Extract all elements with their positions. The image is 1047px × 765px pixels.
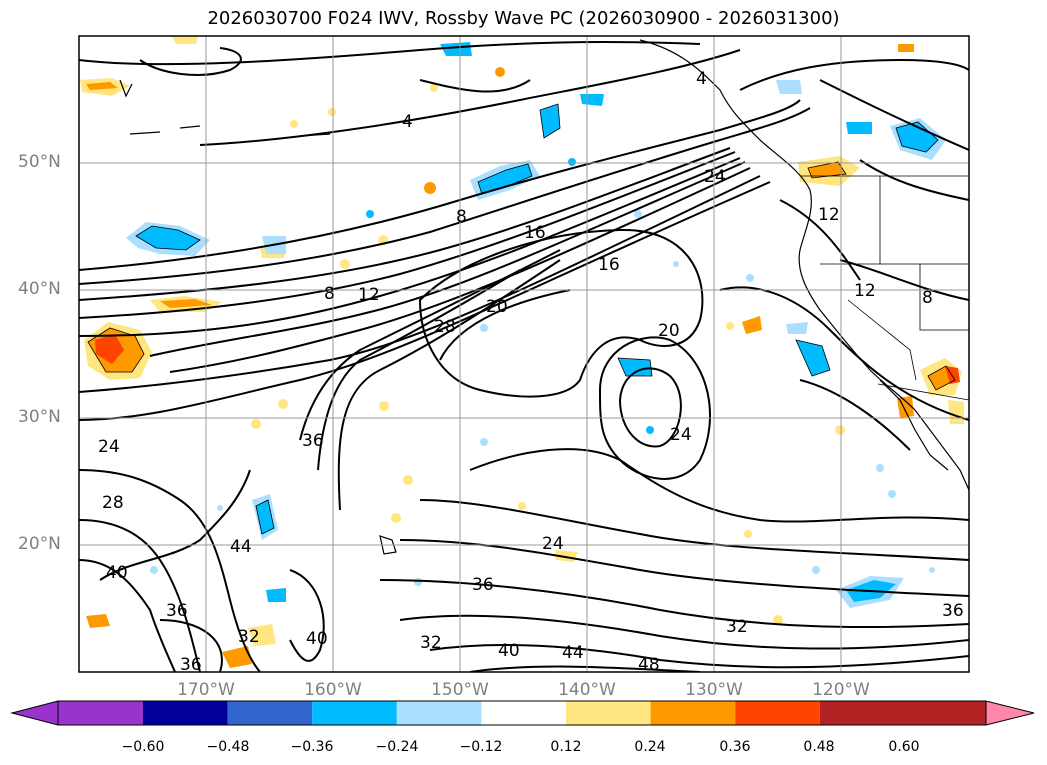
contour-label: 40 — [106, 563, 128, 583]
colorbar-segment — [312, 701, 397, 725]
colorbar — [10, 700, 1035, 726]
contour-label: 16 — [598, 255, 620, 275]
colorbar-tick-label: 0.60 — [888, 739, 920, 755]
colorbar-tick-label: −0.48 — [206, 739, 250, 755]
colorbar-segment — [227, 701, 313, 725]
lon-label: 150°W — [431, 680, 489, 700]
lat-label: 30°N — [18, 407, 61, 427]
colorbar-tick-label: −0.12 — [459, 739, 503, 755]
contour-label: 8 — [922, 288, 933, 308]
colorbar-segment — [396, 701, 482, 725]
map-plot: 4 4 8 8 8 12 12 12 16 16 20 20 24 24 24 … — [78, 35, 970, 675]
lon-label: 130°W — [685, 680, 743, 700]
lon-label: 120°W — [812, 680, 870, 700]
colorbar-tick-label: −0.60 — [121, 739, 165, 755]
map-title: 2026030700 F024 IWV, Rossby Wave PC (202… — [207, 8, 840, 29]
contour-label: 28 — [434, 317, 456, 337]
colorbar-extend-min — [12, 701, 58, 725]
lat-label: 40°N — [18, 279, 61, 299]
contour-label: 36 — [302, 431, 324, 451]
contour-label: 32 — [726, 617, 748, 637]
contour-label: 48 — [638, 655, 660, 675]
graticule — [79, 36, 969, 672]
colorbar-tick-label: 0.48 — [803, 739, 835, 755]
colorbar-segment — [735, 701, 820, 725]
lon-label: 170°W — [177, 680, 235, 700]
colorbar-segment — [566, 701, 651, 725]
contour-label: 8 — [324, 284, 335, 304]
contour-label: 24 — [98, 437, 120, 457]
contour-label: 28 — [102, 493, 124, 513]
contour-label: 40 — [498, 641, 520, 661]
contour-label: 24 — [542, 534, 564, 554]
colorbar-segment — [143, 701, 228, 725]
contour-label: 40 — [306, 629, 328, 649]
colorbar-segment — [819, 701, 986, 725]
contour-label: 20 — [658, 321, 680, 341]
colorbar-extend-max — [986, 701, 1034, 725]
contour-label: 16 — [524, 223, 546, 243]
contour-label: 24 — [670, 425, 692, 445]
contour-label: 24 — [704, 167, 726, 187]
contour-label: 36 — [472, 575, 494, 595]
lat-label: 20°N — [18, 534, 61, 554]
contour-label: 12 — [854, 281, 876, 301]
colorbar-tick-label: 0.36 — [719, 739, 751, 755]
contour-label: 36 — [942, 601, 964, 621]
contour-label: 12 — [818, 205, 840, 225]
contour-label: 44 — [562, 643, 584, 663]
colorbar-segment — [58, 701, 143, 725]
contour-label: 12 — [358, 285, 380, 305]
colorbar-segment — [481, 701, 566, 725]
contour-label: 4 — [402, 112, 413, 132]
lon-label: 160°W — [304, 680, 362, 700]
colorbar-tick-label: 0.12 — [550, 739, 582, 755]
political-borders — [800, 175, 969, 401]
lat-label: 50°N — [18, 152, 61, 172]
plot-frame — [78, 35, 970, 673]
contour-label: 44 — [230, 537, 252, 557]
lon-label: 140°W — [558, 680, 616, 700]
contour-label: 20 — [486, 297, 508, 317]
contour-label: 32 — [238, 627, 260, 647]
colorbar-tick-label: −0.36 — [290, 739, 334, 755]
contour-label: 36 — [166, 601, 188, 621]
colorbar-tick-label: 0.24 — [634, 739, 666, 755]
contour-label: 4 — [696, 69, 707, 89]
contour-labels: 4 4 8 8 8 12 12 12 16 16 20 20 24 24 24 … — [98, 69, 964, 675]
contour-label: 8 — [456, 207, 467, 227]
coastlines — [119, 39, 969, 555]
contour-label: 32 — [420, 633, 442, 653]
contour-label: 36 — [180, 655, 202, 675]
colorbar-segment — [650, 701, 736, 725]
iwv-contours — [79, 41, 969, 672]
colorbar-tick-label: −0.24 — [375, 739, 419, 755]
